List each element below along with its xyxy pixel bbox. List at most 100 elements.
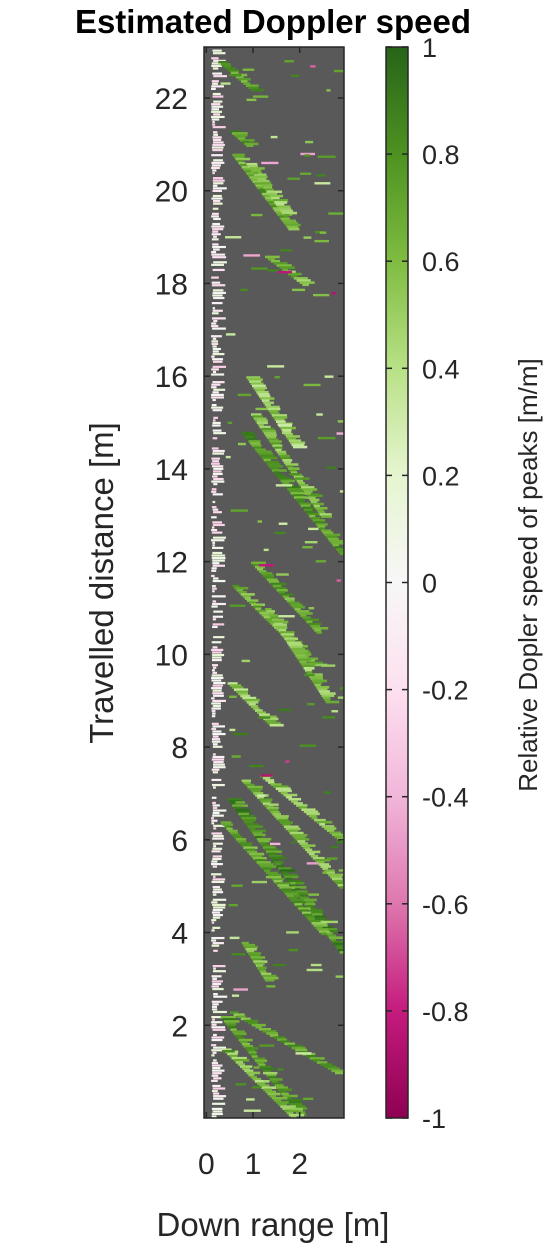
near-range-return — [212, 358, 224, 361]
near-range-return — [212, 294, 223, 297]
isolated-detection — [229, 604, 246, 607]
near-range-return — [213, 296, 225, 300]
near-range-return — [211, 457, 220, 460]
isolated-detection — [243, 254, 261, 257]
near-range-return — [211, 929, 215, 932]
y-tick-label: 2 — [171, 1010, 188, 1043]
near-range-return — [213, 1077, 222, 1080]
near-range-return — [212, 291, 226, 294]
near-range-return — [212, 602, 226, 606]
colorbar-tick-label: -0.4 — [422, 783, 469, 813]
isolated-detection — [313, 293, 330, 297]
isolated-detection — [231, 884, 243, 887]
isolated-detection — [330, 845, 339, 849]
near-range-return — [212, 755, 225, 759]
near-range-return — [213, 949, 218, 952]
near-range-return — [211, 465, 224, 468]
near-range-return — [212, 126, 226, 129]
near-range-return — [211, 118, 220, 121]
near-range-return — [211, 322, 217, 325]
near-range-return — [211, 383, 221, 386]
isolated-detection — [261, 161, 279, 165]
isolated-detection — [303, 383, 321, 387]
near-range-return — [213, 511, 222, 514]
near-range-return — [211, 342, 219, 345]
near-range-return — [211, 302, 223, 305]
isolated-detection — [253, 171, 259, 175]
near-range-return — [211, 161, 225, 164]
isolated-detection — [331, 292, 337, 295]
near-range-return — [212, 546, 224, 549]
near-range-return — [212, 842, 223, 845]
near-range-return — [211, 368, 219, 371]
y-tick-label: 4 — [171, 918, 188, 951]
isolated-detection — [336, 432, 344, 435]
isolated-detection — [276, 573, 289, 576]
isolated-detection — [290, 841, 296, 844]
isolated-detection — [277, 270, 293, 274]
near-range-return — [212, 123, 216, 126]
isolated-detection — [322, 871, 328, 874]
y-tick-label: 16 — [155, 361, 188, 394]
isolated-detection — [228, 903, 238, 907]
isolated-detection — [299, 744, 317, 747]
isolated-detection — [337, 696, 344, 699]
isolated-detection — [328, 212, 344, 215]
near-range-return — [213, 761, 224, 764]
isolated-detection — [295, 477, 310, 480]
near-range-return — [212, 659, 222, 662]
near-range-return — [211, 62, 224, 65]
isolated-detection — [274, 531, 286, 535]
near-range-return — [211, 975, 222, 978]
target-streak — [230, 130, 259, 147]
near-range-return — [212, 421, 221, 425]
near-range-return — [211, 110, 223, 113]
isolated-detection — [258, 716, 271, 719]
x-axis-label: Down range [m] — [157, 1206, 390, 1243]
isolated-detection — [307, 702, 315, 706]
near-range-return — [212, 424, 221, 427]
isolated-detection — [251, 213, 263, 217]
y-axis-label: Travelled distance [m] — [83, 422, 120, 744]
near-range-return — [212, 1051, 217, 1054]
near-range-return — [211, 817, 214, 820]
near-range-return — [213, 875, 216, 878]
near-range-return — [211, 253, 226, 256]
near-range-return — [211, 740, 221, 743]
near-range-return — [213, 995, 228, 998]
near-range-return — [212, 623, 225, 626]
near-range-return — [212, 684, 223, 687]
isolated-detection — [272, 623, 287, 626]
near-range-return — [211, 676, 224, 680]
y-tick-label: 10 — [155, 639, 188, 672]
isolated-detection — [233, 988, 248, 991]
near-range-return — [212, 187, 227, 190]
near-range-return — [211, 1049, 225, 1052]
near-range-return — [211, 822, 215, 825]
near-range-return — [212, 704, 221, 708]
near-range-return — [211, 164, 221, 167]
isolated-detection — [316, 413, 323, 416]
near-range-return — [212, 743, 218, 746]
isolated-detection — [326, 89, 331, 92]
near-range-return — [212, 222, 221, 226]
near-range-return — [211, 605, 218, 608]
near-range-return — [212, 460, 219, 463]
near-range-return — [212, 771, 218, 774]
isolated-detection — [249, 764, 264, 768]
near-range-return — [213, 261, 227, 264]
near-range-return — [212, 577, 219, 580]
near-range-return — [212, 327, 226, 330]
y-tick-label: 22 — [155, 83, 188, 116]
colorbar-tick-label: 0.6 — [422, 247, 460, 277]
isolated-detection — [257, 520, 262, 523]
isolated-detection — [251, 267, 268, 270]
near-range-return — [211, 103, 221, 106]
near-range-return — [212, 834, 224, 838]
near-range-return — [212, 885, 220, 889]
near-range-return — [213, 483, 218, 486]
isolated-detection — [229, 74, 242, 77]
near-range-return — [213, 906, 226, 909]
near-range-return — [211, 985, 219, 988]
isolated-detection — [291, 288, 306, 292]
